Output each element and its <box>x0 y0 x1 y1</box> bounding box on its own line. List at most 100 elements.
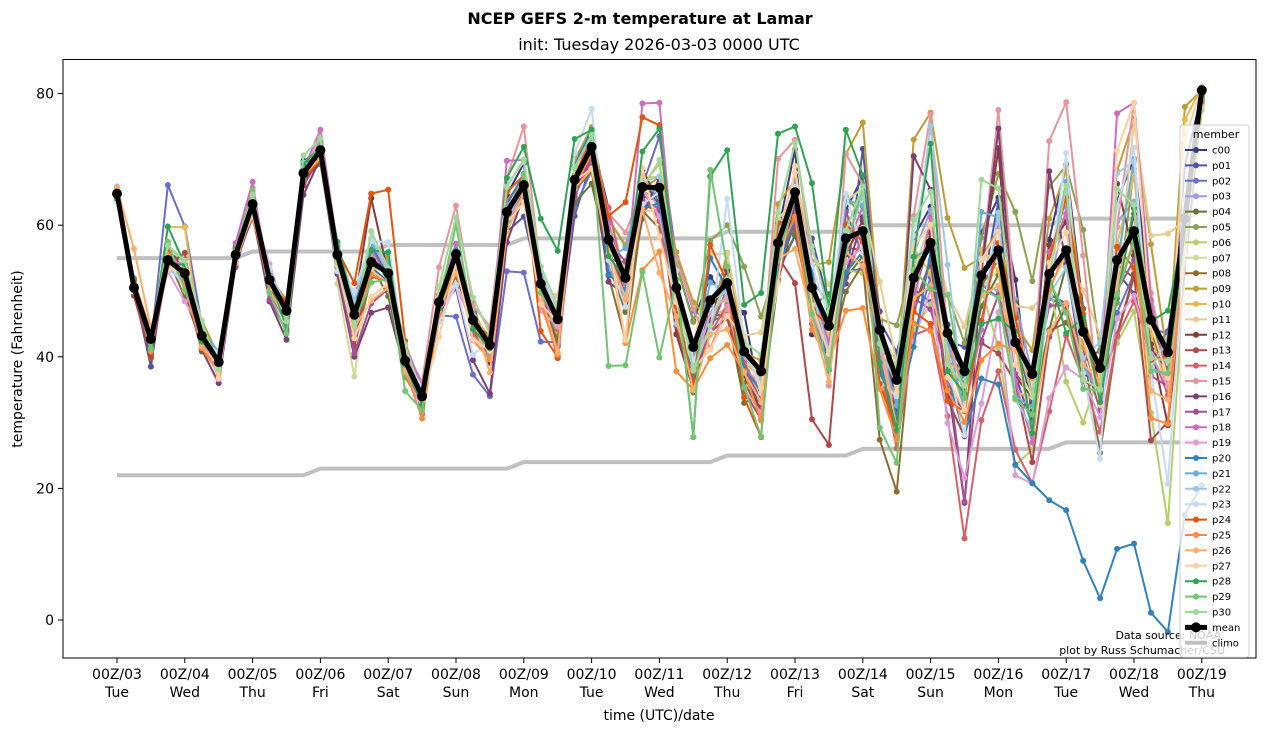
member-point-p14 <box>995 368 1002 375</box>
member-point-p18 <box>1029 439 1036 446</box>
member-point-p30 <box>1097 386 1104 393</box>
legend-item-p26: p26 <box>1185 546 1231 557</box>
x-tick-label-time: 00Z/17 <box>1041 667 1091 683</box>
mean-point <box>705 295 716 306</box>
member-point-p25 <box>792 213 798 220</box>
member-point-p05 <box>1080 226 1087 233</box>
legend-marker <box>1193 285 1199 292</box>
x-tick-label-time: 00Z/12 <box>702 667 752 683</box>
member-point-p25 <box>842 307 849 314</box>
member-point-p09 <box>825 259 832 266</box>
member-point-p17 <box>351 350 358 357</box>
member-point-p26 <box>690 387 697 394</box>
member-point-p20 <box>1131 540 1137 547</box>
member-point-p27 <box>351 335 358 342</box>
member-point-p27 <box>893 389 900 396</box>
member-point-p16 <box>469 357 476 364</box>
member-point-p26 <box>724 326 731 333</box>
legend-marker <box>1193 193 1199 200</box>
member-point-p16 <box>385 304 392 311</box>
member-point-p15 <box>1080 252 1087 259</box>
legend-item-p06: p06 <box>1185 238 1231 249</box>
member-point-p28 <box>656 125 663 132</box>
member-point-p24 <box>385 186 392 193</box>
member-point-p30 <box>842 227 849 234</box>
member-point-p28 <box>893 426 900 433</box>
legend-marker <box>1193 316 1199 323</box>
member-point-p29 <box>825 366 832 373</box>
member-point-p18 <box>1114 110 1121 117</box>
member-point-p16 <box>995 125 1002 132</box>
member-point-p27 <box>1063 229 1070 236</box>
member-point-p30 <box>249 191 256 198</box>
x-tick-label-time: 00Z/05 <box>228 667 278 683</box>
member-point-p04 <box>622 309 629 316</box>
member-point-p28 <box>537 215 544 222</box>
member-point-p30 <box>927 188 934 195</box>
member-point-p30 <box>808 243 815 250</box>
member-point-p28 <box>1097 399 1104 406</box>
member-point-p27 <box>215 374 222 381</box>
mean-point <box>908 272 919 283</box>
member-point-p25 <box>673 368 680 375</box>
legend-item-p21: p21 <box>1185 469 1231 480</box>
legend-item-p02: p02 <box>1185 176 1231 187</box>
member-point-p20 <box>1164 628 1171 635</box>
legend-label: p22 <box>1212 484 1231 495</box>
member-point-p19 <box>1097 414 1104 421</box>
chart-subtitle: init: Tuesday 2026-03-03 0000 UTC <box>518 35 800 54</box>
member-point-p26 <box>130 245 137 252</box>
member-point-p27 <box>1114 147 1121 154</box>
member-point-p24 <box>537 328 544 335</box>
member-point-p09 <box>1181 103 1188 110</box>
member-point-p21 <box>707 279 714 286</box>
mean-point <box>400 355 411 366</box>
mean-point <box>874 324 885 335</box>
legend-label: p29 <box>1212 592 1231 603</box>
member-point-p27 <box>944 374 951 381</box>
legend-marker <box>1193 270 1199 277</box>
member-point-p27 <box>995 228 1002 235</box>
member-point-p22 <box>944 261 951 268</box>
mean-point <box>1145 314 1156 325</box>
mean-point <box>213 357 224 368</box>
x-tick-label-time: 00Z/13 <box>770 667 820 683</box>
member-point-p19 <box>1012 472 1019 479</box>
member-point-p09 <box>1147 241 1154 248</box>
legend-item-p30: p30 <box>1185 608 1231 619</box>
member-point-p24 <box>707 241 714 248</box>
mean-point <box>179 268 190 279</box>
member-point-p28 <box>944 368 951 375</box>
member-point-p20 <box>1114 545 1121 552</box>
member-point-p28 <box>758 289 765 296</box>
legend-label: p24 <box>1212 515 1231 526</box>
member-point-p26 <box>758 399 765 406</box>
member-point-p23 <box>469 351 476 358</box>
member-point-p02 <box>503 268 510 275</box>
member-point-p25 <box>927 328 934 335</box>
mean-point <box>1196 85 1207 96</box>
legend-item-p13: p13 <box>1185 346 1231 357</box>
member-point-p30 <box>978 176 985 183</box>
member-point-p13 <box>1029 459 1036 466</box>
member-point-p05 <box>724 222 731 229</box>
member-point-p24 <box>741 394 748 401</box>
member-point-p16 <box>605 278 612 285</box>
member-point-p23 <box>1063 149 1070 156</box>
legend-marker <box>1193 393 1199 400</box>
member-point-p06 <box>1164 520 1171 527</box>
legend-marker <box>1193 378 1199 384</box>
member-point-p24 <box>639 114 646 121</box>
mean-point <box>603 234 614 245</box>
legend-marker <box>1193 470 1199 477</box>
member-point-p28 <box>503 174 510 181</box>
member-point-p14 <box>1012 446 1019 453</box>
legend-marker <box>1193 424 1199 431</box>
member-point-p10 <box>181 224 188 231</box>
member-point-p28 <box>927 140 934 147</box>
legend-label: p15 <box>1212 377 1231 388</box>
member-point-p30 <box>1147 355 1154 362</box>
member-point-p08 <box>893 488 900 495</box>
member-point-p06 <box>1080 419 1087 426</box>
mean-point <box>112 188 122 199</box>
